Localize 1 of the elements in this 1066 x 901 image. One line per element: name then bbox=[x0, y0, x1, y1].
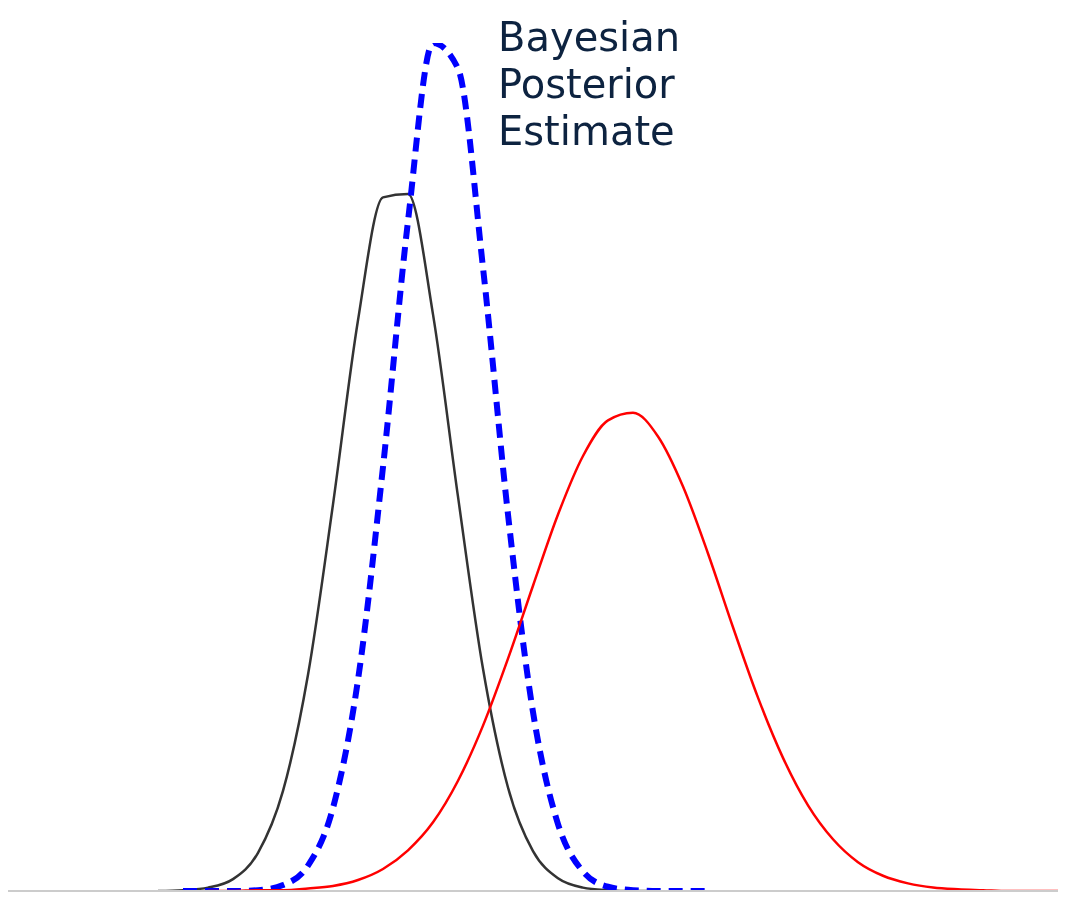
annotation: Bayesian Posterior Estimate bbox=[498, 14, 682, 155]
